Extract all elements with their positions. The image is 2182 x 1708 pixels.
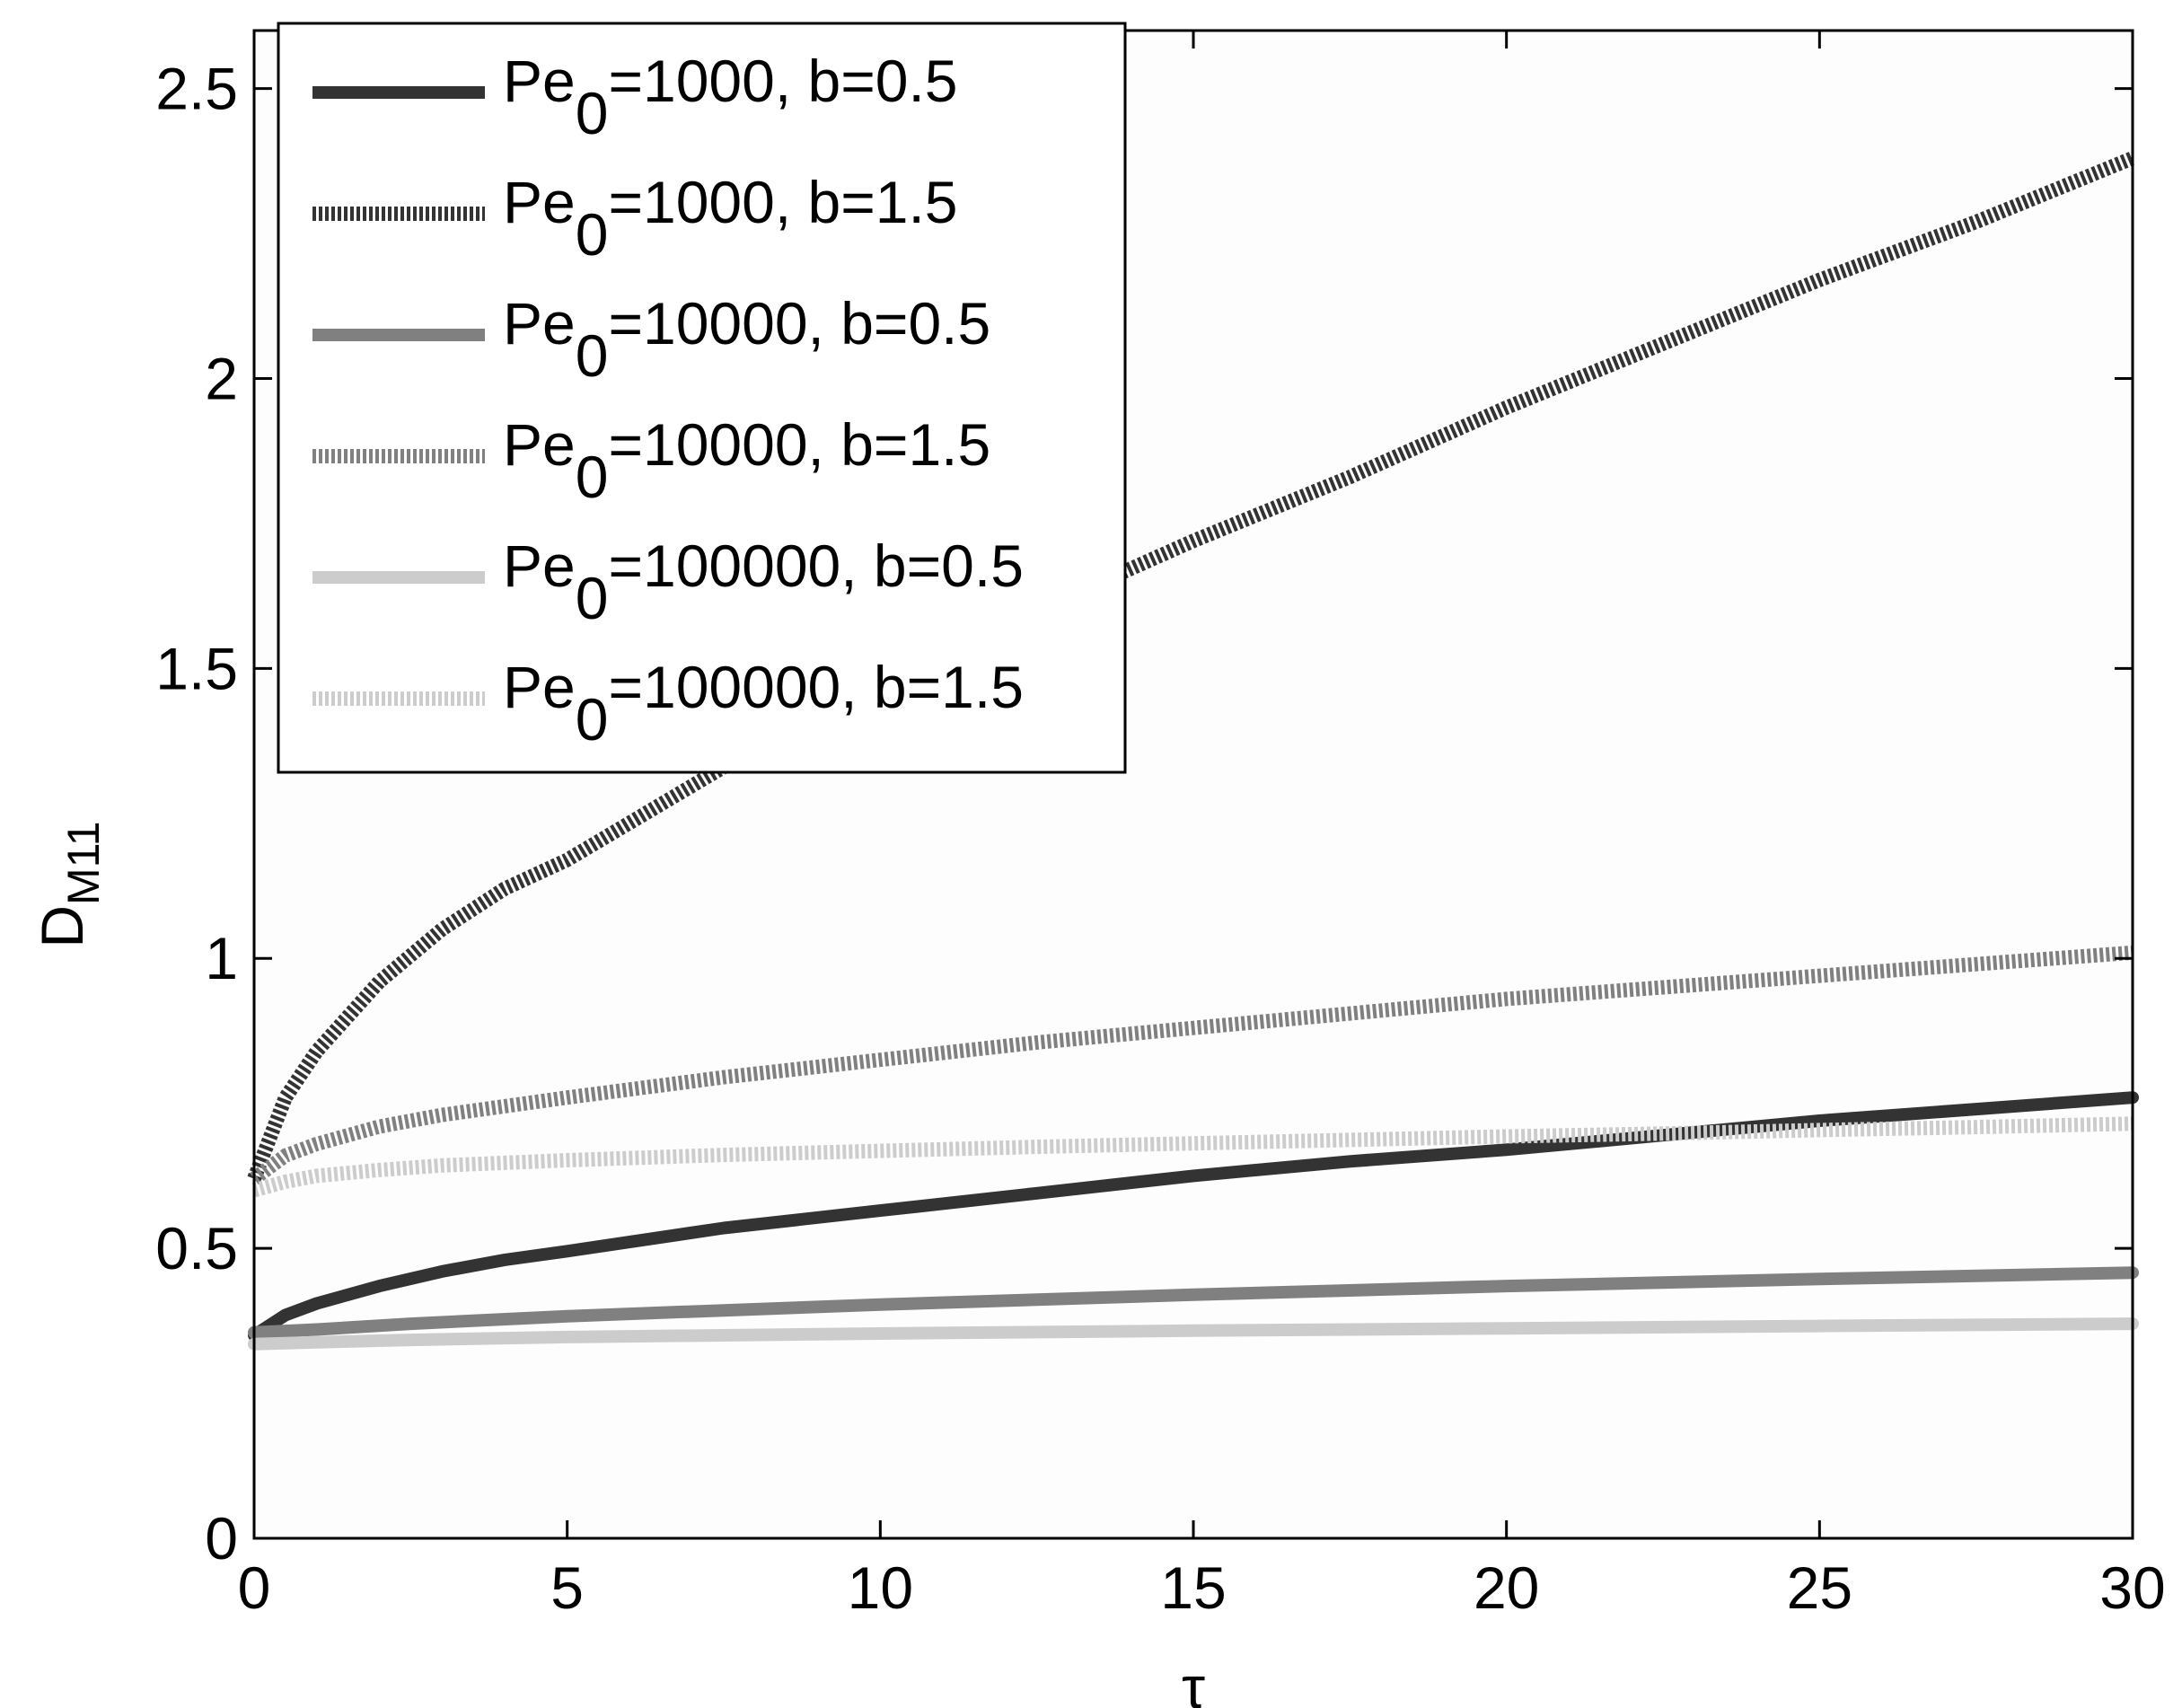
x-axis-label: τ <box>1182 1654 1205 1708</box>
y-tick-label: 1 <box>205 925 238 991</box>
legend-box <box>277 22 1127 774</box>
y-tick-label: 2.5 <box>155 56 238 122</box>
x-tick-label: 15 <box>1160 1554 1226 1621</box>
x-tick-label: 5 <box>550 1554 584 1621</box>
legend-entries: Pe0=1000, b=0.5 Pe0=1000, b=1.5 Pe0=10000,… <box>312 48 1024 753</box>
series-line-4 <box>250 945 2134 1185</box>
legend-label-1: Pe0=1000, b=0.5 <box>503 48 958 146</box>
x-tick-label: 0 <box>238 1554 271 1621</box>
legend-label-5: Pe0=100000, b=0.5 <box>503 533 1024 631</box>
y-tick-label: 0 <box>205 1505 238 1572</box>
series-line-1 <box>248 1091 2139 1342</box>
series-line-3 <box>248 1266 2139 1339</box>
y-axis-label-main: D <box>29 905 95 948</box>
x-tick-label: 20 <box>1474 1554 1539 1621</box>
tick-layer: 0 5 10 15 20 25 30 0 0.5 1 1.5 2 2.5 <box>155 31 2166 1621</box>
y-tick-label: 1.5 <box>155 635 238 701</box>
legend-label-6: Pe0=100000, b=1.5 <box>503 654 1024 753</box>
y-tick-label: 2 <box>205 345 238 411</box>
y-axis-label: DM11 <box>29 821 109 947</box>
series-line-6 <box>251 1116 2134 1198</box>
svg-text:DM11: DM11 <box>29 821 109 947</box>
legend-label-4: Pe0=10000, b=1.5 <box>503 411 990 510</box>
legend-label-3: Pe0=10000, b=0.5 <box>503 290 990 389</box>
x-tick-label: 10 <box>848 1554 913 1621</box>
x-tick-label: 30 <box>2099 1554 2165 1621</box>
y-axis-label-sub: M11 <box>58 821 109 905</box>
series-line-5 <box>248 1317 2139 1351</box>
x-tick-label: 25 <box>1787 1554 1852 1621</box>
legend: Pe0=1000, b=0.5 Pe0=1000, b=1.5 Pe0=10000,… <box>277 22 1127 774</box>
legend-label-2: Pe0=1000, b=1.5 <box>503 169 958 268</box>
y-tick-label: 0.5 <box>155 1215 238 1281</box>
